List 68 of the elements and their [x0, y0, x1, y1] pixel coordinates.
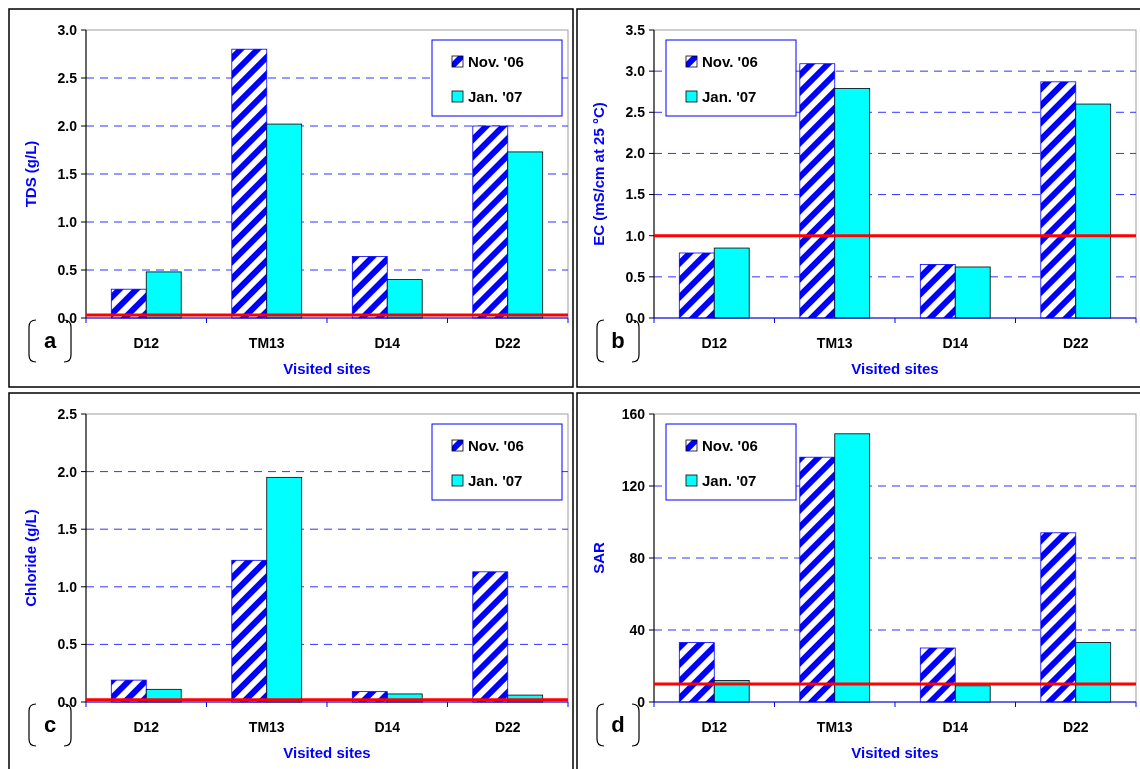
x-tick-label: D12: [701, 335, 728, 351]
y-axis-title: TDS (g/L): [22, 140, 39, 208]
bar: [1075, 103, 1112, 319]
bar: [713, 247, 750, 319]
bar: [834, 88, 871, 319]
y-tick-label: 3.0: [57, 21, 78, 38]
y-tick-label: 0.0: [57, 309, 78, 326]
y-tick-label: 1.5: [57, 165, 78, 182]
y-tick-label: 1.0: [57, 213, 78, 230]
y-tick-label: 0.0: [625, 309, 646, 326]
y-tick-label: 0.0: [57, 693, 78, 710]
y-tick-label: 1.0: [625, 227, 646, 244]
legend-label: Nov. '06: [702, 437, 758, 455]
y-axis-title: EC (mS/cm at 25 °C): [590, 102, 607, 246]
legend-label: Jan. '07: [702, 472, 757, 490]
x-tick-label: D14: [374, 335, 401, 351]
y-tick-label: 2.5: [57, 69, 78, 86]
y-tick-label: 1.5: [57, 521, 78, 538]
x-tick-label: D14: [374, 719, 401, 735]
y-tick-label: 3.0: [625, 63, 646, 80]
y-axis-title: SAR: [590, 542, 607, 574]
x-tick-label: D12: [701, 719, 728, 735]
y-tick-label: 2.0: [57, 463, 78, 480]
x-tick-label: TM13: [248, 335, 285, 351]
text: a: [43, 328, 57, 353]
text: c: [43, 712, 57, 737]
y-tick-label: 80: [629, 549, 646, 566]
y-tick-label: 2.0: [57, 117, 78, 134]
bar: [1075, 642, 1112, 703]
bar: [954, 266, 991, 319]
legend-label: Jan. '07: [468, 88, 523, 106]
legend-label: Nov. '06: [468, 437, 524, 455]
x-tick-label: D14: [942, 719, 969, 735]
x-tick-label: TM13: [816, 335, 853, 351]
y-tick-label: 1.0: [57, 578, 78, 595]
y-tick-label: 120: [621, 477, 646, 494]
text: b: [611, 328, 625, 353]
legend-label: Nov. '06: [702, 53, 758, 71]
y-tick-label: 2.5: [625, 104, 646, 121]
x-tick-label: D22: [1062, 719, 1089, 735]
x-tick-label: D22: [1062, 335, 1089, 351]
y-tick-label: 0: [637, 693, 646, 710]
x-axis-title: Visited sites: [283, 744, 371, 761]
x-axis-title: Visited sites: [283, 360, 371, 377]
legend-label: Jan. '07: [468, 472, 523, 490]
x-tick-label: D22: [494, 335, 521, 351]
x-axis-title: Visited sites: [851, 744, 939, 761]
text: d: [611, 712, 625, 737]
y-tick-label: 0.5: [57, 636, 78, 653]
y-tick-label: 160: [621, 405, 646, 422]
x-tick-label: TM13: [248, 719, 285, 735]
y-axis-title: Chloride (g/L): [22, 509, 39, 607]
y-tick-label: 1.5: [625, 186, 646, 203]
y-tick-label: 2.5: [57, 405, 78, 422]
x-tick-label: D12: [133, 335, 160, 351]
y-tick-label: 2.0: [625, 145, 646, 162]
y-tick-label: 0.5: [625, 268, 646, 285]
x-tick-label: D12: [133, 719, 160, 735]
bar: [834, 433, 871, 703]
x-tick-label: D14: [942, 335, 969, 351]
y-tick-label: 3.5: [625, 21, 646, 38]
x-tick-label: TM13: [816, 719, 853, 735]
y-tick-label: 40: [629, 621, 646, 638]
legend-label: Nov. '06: [468, 53, 524, 71]
x-tick-label: D22: [494, 719, 521, 735]
legend-label: Jan. '07: [702, 88, 757, 106]
x-axis-title: Visited sites: [851, 360, 939, 377]
y-tick-label: 0.5: [57, 261, 78, 278]
